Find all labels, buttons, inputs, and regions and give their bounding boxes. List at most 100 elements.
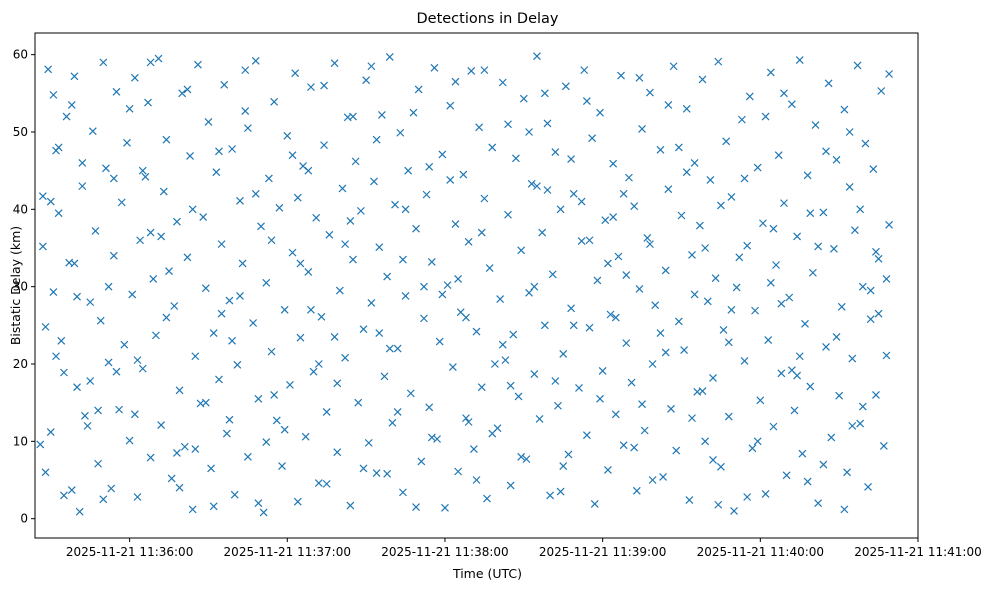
- data-point: [730, 507, 738, 515]
- data-point: [241, 66, 250, 75]
- data-point: [267, 347, 276, 356]
- data-point: [861, 139, 870, 148]
- data-point: [806, 209, 815, 218]
- data-point: [464, 237, 473, 246]
- data-point: [157, 232, 166, 241]
- data-point: [866, 286, 875, 295]
- data-point: [793, 232, 802, 241]
- data-point: [427, 257, 436, 266]
- data-point: [441, 503, 449, 512]
- data-point: [243, 452, 252, 461]
- data-point: [648, 476, 657, 484]
- data-point: [588, 134, 597, 143]
- data-point: [280, 425, 289, 434]
- data-point: [780, 199, 788, 208]
- data-point: [698, 387, 707, 395]
- data-point: [777, 369, 786, 378]
- data-point: [630, 202, 639, 211]
- data-point: [851, 226, 859, 235]
- data-point: [425, 162, 434, 171]
- data-point: [91, 227, 100, 235]
- data-point: [112, 87, 121, 96]
- data-point: [383, 469, 392, 478]
- data-point: [709, 455, 717, 464]
- data-point: [543, 186, 552, 194]
- data-point: [714, 57, 723, 66]
- data-point: [170, 302, 179, 310]
- data-point: [359, 464, 368, 473]
- data-point: [138, 364, 147, 373]
- data-point: [519, 94, 528, 103]
- data-point: [322, 408, 331, 416]
- data-point: [559, 462, 568, 471]
- data-point: [133, 493, 142, 501]
- data-point: [62, 112, 71, 121]
- data-point: [795, 352, 804, 361]
- data-point: [706, 176, 715, 184]
- data-point: [322, 479, 331, 488]
- data-point: [209, 329, 218, 337]
- data-point: [459, 170, 468, 179]
- data-point: [141, 172, 150, 181]
- data-point: [769, 422, 778, 431]
- data-point: [782, 471, 791, 480]
- data-point: [372, 469, 381, 477]
- data-point: [151, 331, 160, 340]
- data-point: [217, 240, 226, 249]
- data-point: [488, 143, 497, 152]
- data-point: [682, 104, 691, 113]
- data-point: [359, 325, 368, 334]
- data-point: [172, 217, 181, 226]
- data-point: [427, 433, 436, 442]
- data-point: [643, 234, 652, 242]
- data-point: [840, 105, 849, 114]
- data-point: [191, 445, 200, 453]
- data-point: [243, 124, 252, 133]
- data-point: [49, 288, 58, 296]
- data-point: [367, 62, 376, 71]
- data-point: [698, 75, 707, 84]
- data-point: [41, 322, 50, 331]
- data-point: [740, 174, 749, 183]
- data-point: [617, 71, 625, 80]
- data-point: [525, 128, 533, 136]
- data-point: [146, 228, 155, 237]
- data-point: [701, 244, 710, 252]
- data-point: [469, 445, 478, 453]
- data-point: [877, 87, 886, 95]
- data-point: [272, 416, 281, 425]
- data-point: [856, 419, 865, 428]
- data-point: [220, 80, 229, 89]
- data-point: [819, 208, 828, 217]
- data-point: [162, 313, 171, 322]
- data-point: [67, 100, 76, 109]
- data-point: [99, 58, 108, 67]
- data-point: [811, 121, 820, 129]
- data-point: [575, 384, 583, 392]
- data-point: [217, 309, 226, 318]
- data-point: [632, 486, 641, 495]
- data-point: [172, 449, 181, 457]
- data-point: [109, 251, 118, 260]
- data-point: [761, 489, 770, 498]
- data-point: [611, 410, 620, 419]
- data-point: [556, 205, 565, 214]
- data-point: [393, 408, 402, 416]
- data-point: [538, 228, 547, 237]
- data-point: [88, 127, 97, 136]
- data-point: [514, 392, 523, 401]
- data-point: [564, 450, 573, 459]
- data-point: [412, 503, 420, 511]
- data-point: [125, 436, 134, 445]
- data-point: [207, 464, 215, 473]
- data-point: [872, 391, 880, 399]
- data-point: [86, 377, 95, 385]
- data-point: [488, 429, 497, 438]
- data-point: [454, 275, 463, 283]
- data-point: [832, 155, 841, 164]
- x-tick-label: 2025-11-21 11:40:00: [697, 545, 824, 559]
- data-point: [288, 248, 297, 257]
- data-point: [530, 282, 539, 291]
- data-point: [251, 189, 260, 198]
